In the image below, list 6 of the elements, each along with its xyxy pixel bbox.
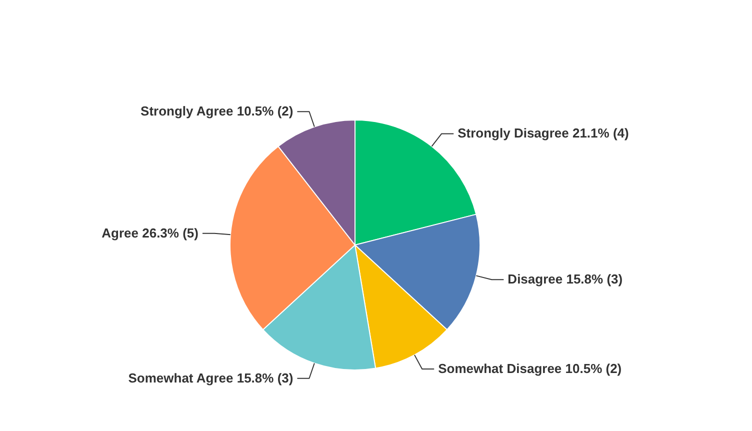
slice-label: Somewhat Disagree 10.5% (2) <box>438 361 622 376</box>
slice-label: Strongly Disagree 21.1% (4) <box>458 126 629 141</box>
slice-label: Agree 26.3% (5) <box>102 225 198 240</box>
slice-label: Strongly Agree 10.5% (2) <box>140 104 294 119</box>
slice-label: Disagree 15.8% (3) <box>508 272 623 287</box>
slice-label: Somewhat Agree 15.8% (3) <box>128 370 294 386</box>
